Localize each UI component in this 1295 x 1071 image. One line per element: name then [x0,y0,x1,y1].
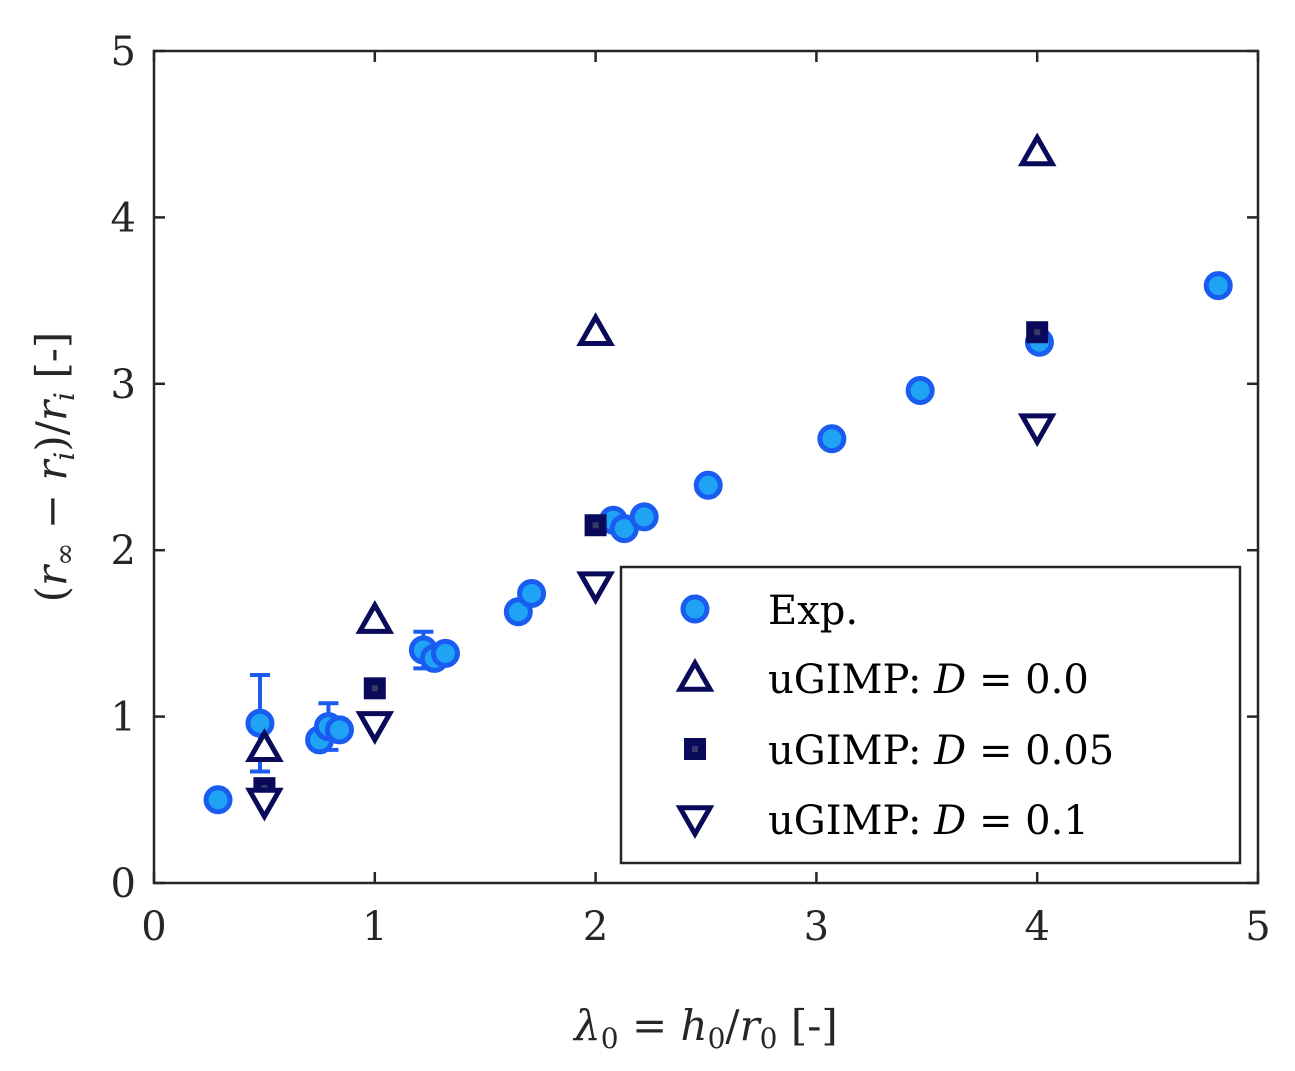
legend-d00-var: D [933,657,966,703]
point-s0-4 [324,715,354,745]
x-tick-label-0: 0 [141,904,166,950]
y-tick-label-1: 1 [111,695,136,741]
point-s1-3 [1017,132,1057,167]
y-tick-label-0: 0 [111,861,136,907]
y-label-unit: [-] [27,332,76,392]
x-label-unit: [-] [777,1001,837,1050]
point-s3-1 [355,711,395,745]
y-label-open: ( [27,586,76,602]
legend-d005-prefix: uGIMP: [768,728,934,774]
point-s3-2 [576,571,615,606]
x-tick-label-3: 3 [804,904,829,950]
x-label-eq: = [619,1001,681,1050]
x-label-r-sub: 0 [760,1022,778,1055]
legend-symbol-3 [675,805,715,840]
legend-label-exp: Exp. [768,588,858,634]
x-label-lambda: λ [572,1001,601,1050]
y-label-r-i2: r [27,398,76,421]
y-axis-label: (r∞ − ri)/ri [-] [27,332,81,603]
point-s1-2 [576,312,615,346]
x-label-r: r [740,1001,763,1050]
point-s2-1-center [371,685,378,692]
x-label-sub: 0 [601,1022,619,1055]
legend-symbol-1 [675,657,715,692]
point-s0-7 [430,638,460,668]
y-tick-label-2: 2 [111,528,136,574]
axis-ticks: 0 1 2 3 4 5 0 1 2 3 4 5 [111,29,1271,950]
y-label-r-i: r [27,458,76,481]
point-s2-2-center [592,522,599,529]
x-label-slash: / [725,1001,740,1050]
x-axis-label: λ0 = h0/r0 [-] [572,1001,838,1055]
legend-symbols [675,594,715,840]
x-label-h-sub: 0 [708,1022,726,1055]
x-tick-label-2: 2 [583,904,608,950]
legend: Exp. uGIMP: D = 0.0 uGIMP: D = 0.05 uGIM… [619,565,1242,865]
legend-symbol-2-center [692,746,698,752]
x-tick-label-5: 5 [1245,904,1270,950]
y-label-minus: − [27,481,76,543]
point-s0-15 [905,375,935,405]
point-s0-9 [517,578,547,608]
point-s1-1 [355,600,395,634]
y-tick-label-3: 3 [111,362,136,408]
data-marks [203,132,1233,822]
point-s0-14 [817,424,847,454]
y-label-i-sub: i [48,452,81,461]
y-label-r-inf: r [27,563,76,586]
point-s0-13 [693,470,723,500]
y-label-close: )/ [27,420,76,451]
legend-d005-eq: = 0.05 [966,728,1114,774]
point-s0-12 [629,502,659,532]
x-tick-label-4: 4 [1024,904,1049,950]
y-tick-label-5: 5 [111,29,136,75]
legend-d01-eq: = 0.1 [966,798,1089,844]
y-label-inf-sub: ∞ [48,543,81,566]
legend-symbol-0 [680,594,710,624]
x-tick-label-1: 1 [362,904,387,950]
y-tick-label-4: 4 [111,195,136,241]
legend-d00-prefix: uGIMP: [768,657,934,703]
y-label-i-sub2: i [48,392,81,401]
legend-label-d00: uGIMP: D = 0.0 [768,657,1089,703]
point-s2-3-center [1034,329,1041,336]
legend-d00-eq: = 0.0 [966,657,1089,703]
point-s3-3 [1017,413,1057,448]
legend-label-d01: uGIMP: D = 0.1 [768,798,1089,844]
legend-label-d005: uGIMP: D = 0.05 [768,728,1114,774]
point-s0-1 [245,708,275,738]
point-s0-17 [1203,271,1233,301]
plot-area-frame [152,49,1260,885]
legend-box [619,565,1242,865]
legend-d01-var: D [933,798,966,844]
point-s0-0 [203,785,233,815]
x-label-h: h [681,1001,708,1050]
legend-d01-prefix: uGIMP: [768,798,934,844]
legend-d005-var: D [933,728,966,774]
point-s1-0 [245,728,284,762]
point-s3-0 [245,787,284,822]
